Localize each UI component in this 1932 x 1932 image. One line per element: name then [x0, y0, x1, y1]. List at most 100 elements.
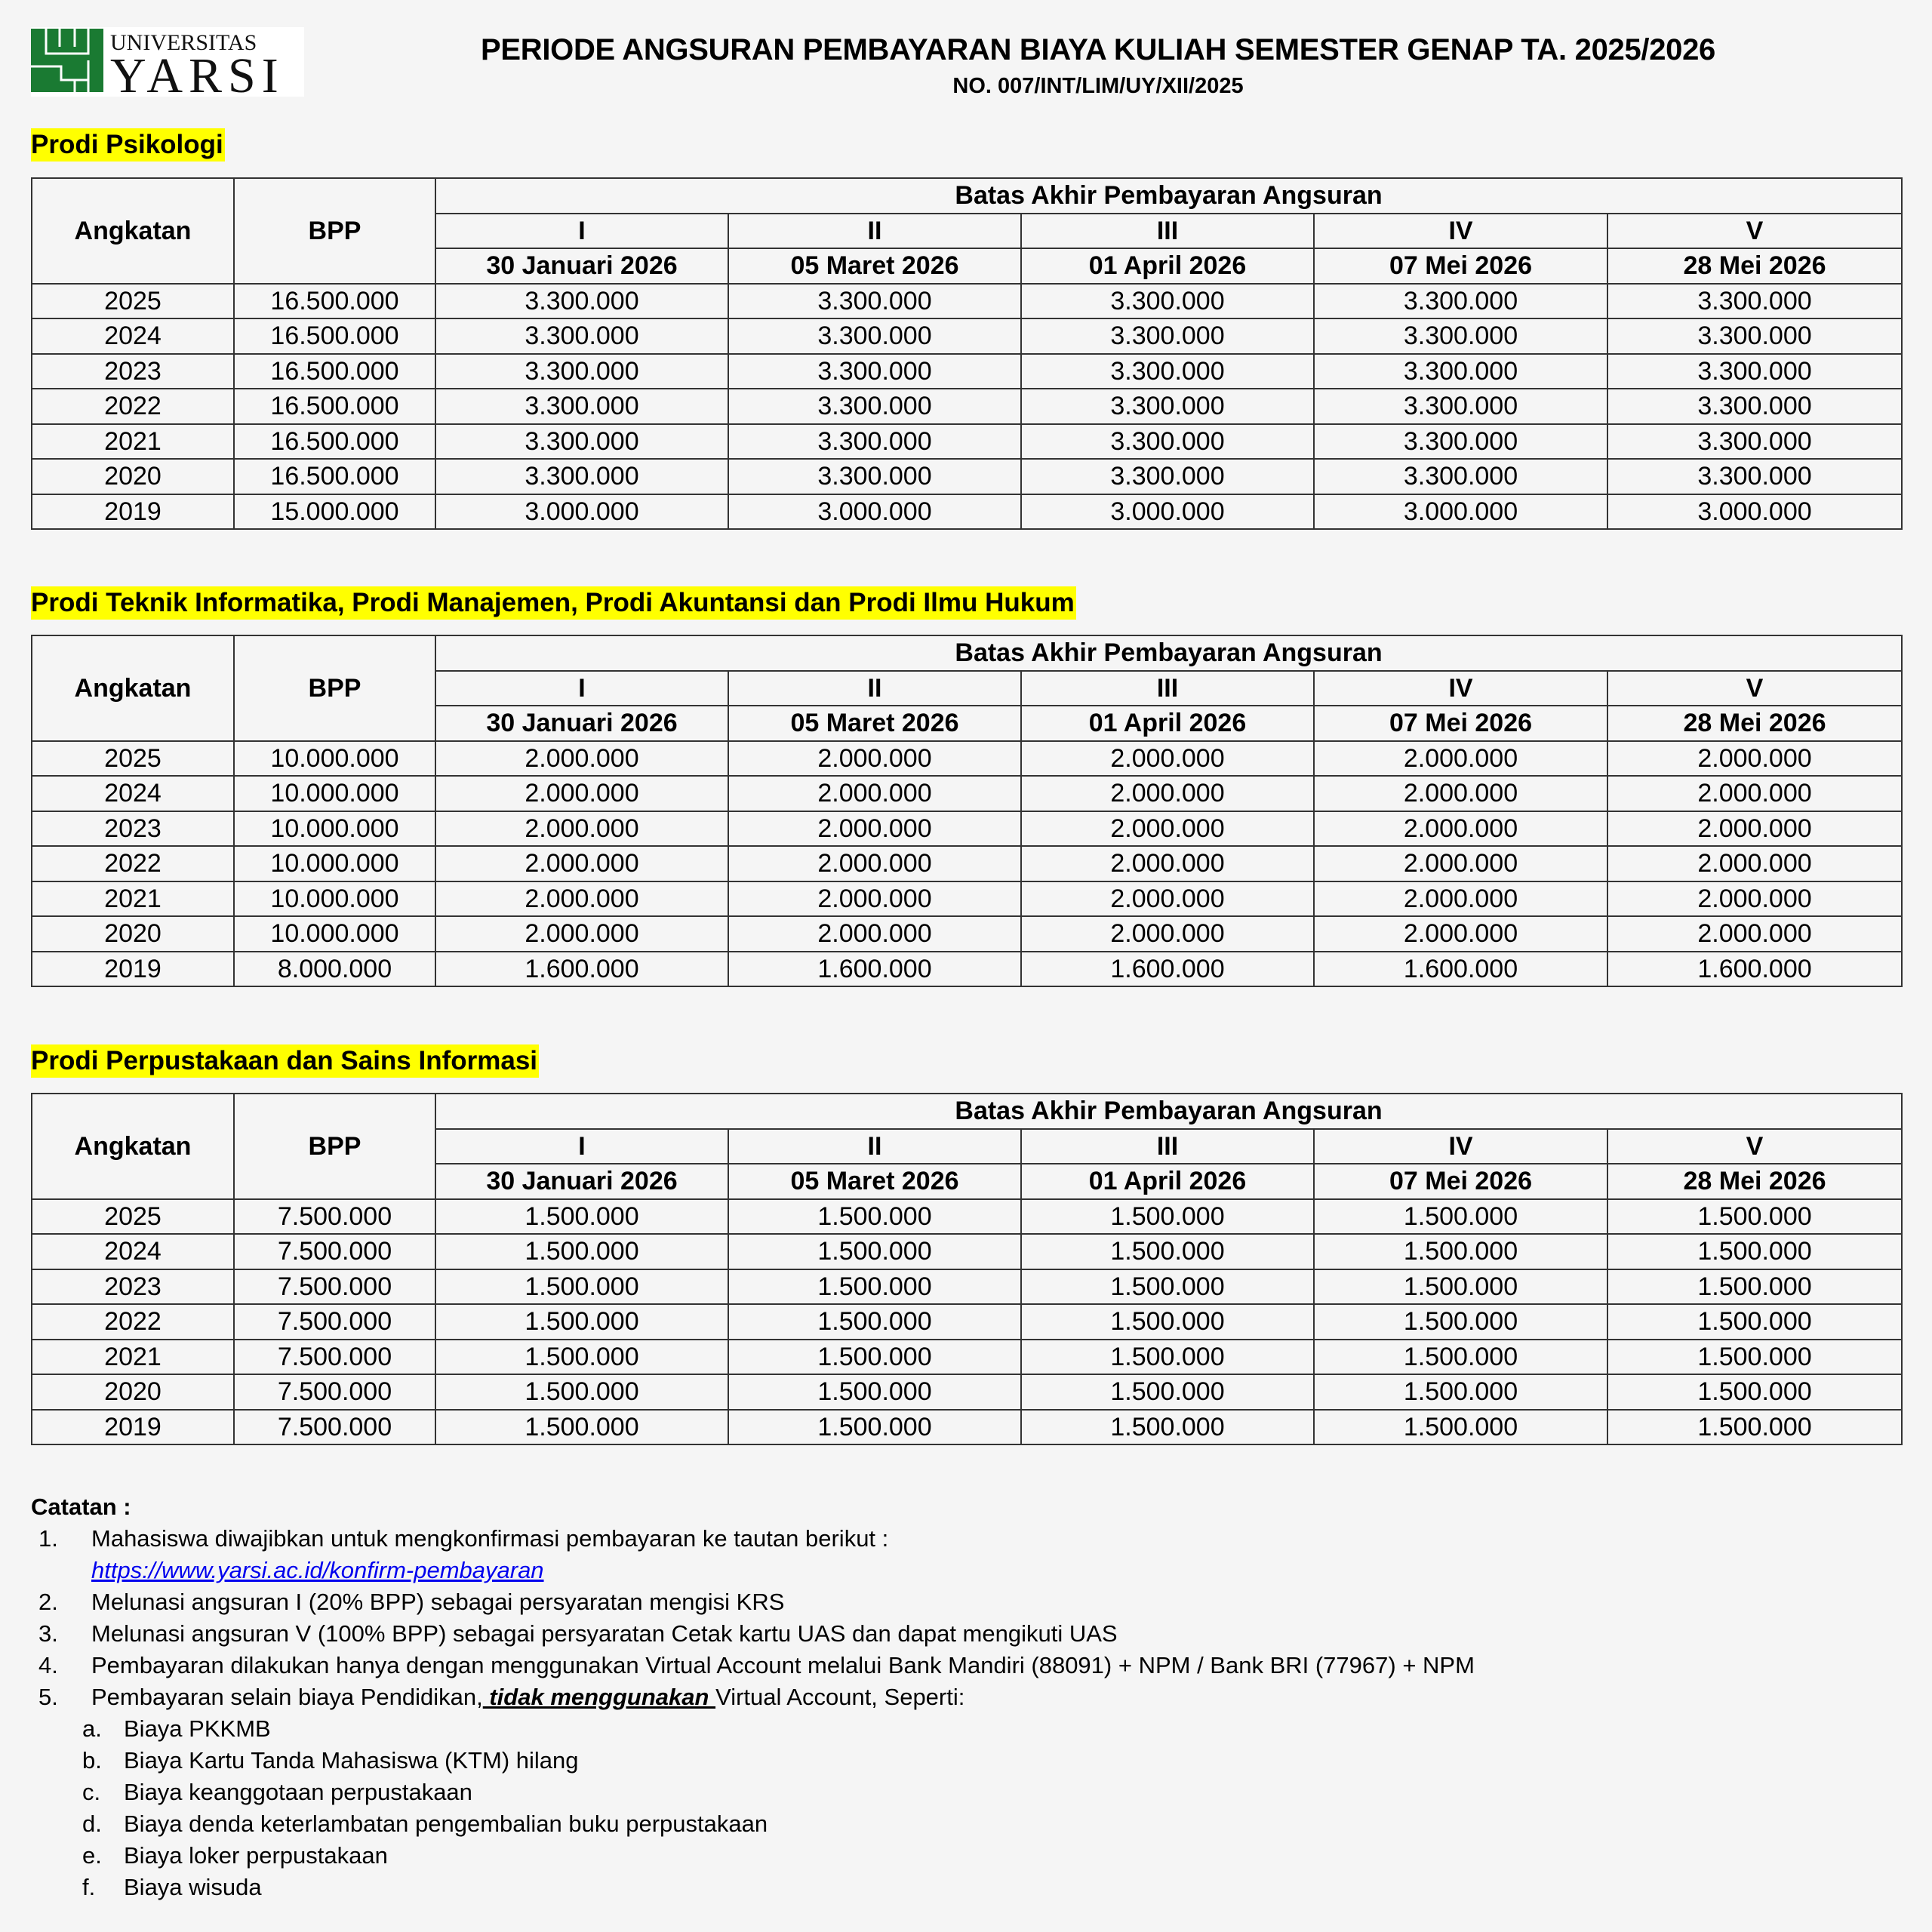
table-row: 2023 16.500.000 3.300.000 3.300.000 3.300.00… [31, 352, 1903, 389]
table-row: 2024 7.500.000 1.500.000 1.500.000 1.500.000… [31, 1233, 1903, 1270]
header-row: I II III IV V [32, 212, 1903, 249]
cell-installment: 1.500.000 [1606, 1268, 1903, 1305]
cell-installment: 3.300.000 [435, 352, 729, 389]
cell-installment: 3.300.000 [1020, 388, 1315, 425]
cell-bpp: 7.500.000 [233, 1268, 436, 1305]
table-row: 2020 7.500.000 1.500.000 1.500.000 1.500.000… [31, 1374, 1903, 1411]
cell-installment: 2.000.000 [1020, 775, 1315, 812]
cell-installment: 3.000.000 [1606, 493, 1903, 530]
cell-installment: 1.500.000 [1020, 1198, 1315, 1235]
cell-installment: 2.000.000 [435, 845, 729, 882]
cell-bpp: 10.000.000 [233, 810, 436, 847]
cell-installment: 1.500.000 [435, 1338, 729, 1375]
table-row: 2025 16.500.000 3.300.000 3.300.000 3.300.00… [31, 282, 1903, 319]
cell-angkatan: 2022 [31, 845, 235, 882]
header-installment: II [728, 212, 1022, 249]
header-due-date: 01 April 2026 [1020, 705, 1315, 742]
cell-angkatan: 2025 [31, 282, 235, 319]
cell-installment: 3.300.000 [435, 388, 729, 425]
cell-installment: 2.000.000 [1020, 740, 1315, 777]
cell-installment: 1.500.000 [1313, 1233, 1608, 1270]
cell-installment: 3.300.000 [728, 388, 1022, 425]
cell-bpp: 7.500.000 [233, 1233, 436, 1270]
header-due-date: 07 Mei 2026 [1313, 705, 1608, 742]
header-row: I II III IV V [32, 1128, 1903, 1164]
cell-installment: 3.300.000 [1020, 318, 1315, 355]
cell-installment: 1.500.000 [1606, 1303, 1903, 1340]
logo-text-top: UNIVERSITAS [110, 30, 257, 55]
cell-installment: 3.300.000 [1020, 282, 1315, 319]
cell-installment: 2.000.000 [1313, 740, 1608, 777]
cell-installment: 2.000.000 [728, 810, 1022, 847]
page-title: PERIODE ANGSURAN PEMBAYARAN BIAYA KULIAH… [480, 33, 1716, 66]
cell-installment: 2.000.000 [1313, 775, 1608, 812]
table-row: 2019 7.500.000 1.500.000 1.500.000 1.500.000… [31, 1408, 1903, 1445]
header-due-date: 01 April 2026 [1020, 248, 1315, 285]
header-batas-akhir: Batas Akhir Pembayaran Angsuran [434, 1093, 1903, 1130]
header-due-date: 07 Mei 2026 [1313, 248, 1608, 285]
cell-installment: 3.300.000 [1313, 318, 1608, 355]
header-due-date: 28 Mei 2026 [1606, 705, 1903, 742]
table-row: 2024 16.500.000 3.300.000 3.300.000 3.300.00… [31, 318, 1903, 355]
header-installment: II [728, 1128, 1022, 1164]
cell-installment: 1.500.000 [1313, 1303, 1608, 1340]
cell-angkatan: 2025 [31, 1198, 235, 1235]
note-subitem: b. Biaya Kartu Tanda Mahasiswa (KTM) hila… [82, 1747, 579, 1774]
header-due-date: 30 Januari 2026 [435, 1163, 729, 1200]
cell-bpp: 10.000.000 [233, 740, 436, 777]
header-due-date: 01 April 2026 [1020, 1163, 1315, 1200]
cell-installment: 3.300.000 [728, 352, 1022, 389]
header-installment: V [1606, 1128, 1903, 1164]
cell-installment: 1.500.000 [1606, 1198, 1903, 1235]
cell-bpp: 16.500.000 [233, 318, 436, 355]
cell-installment: 2.000.000 [435, 810, 729, 847]
header-installment: V [1606, 669, 1903, 706]
cell-installment: 3.300.000 [728, 458, 1022, 495]
header-row: I II III IV V [32, 669, 1903, 706]
table-row: 2021 7.500.000 1.500.000 1.500.000 1.500.000… [31, 1338, 1903, 1375]
header-batas-akhir: Batas Akhir Pembayaran Angsuran [434, 635, 1903, 672]
cell-installment: 1.500.000 [435, 1268, 729, 1305]
cell-angkatan: 2020 [31, 458, 235, 495]
cell-angkatan: 2021 [31, 1338, 235, 1375]
cell-installment: 1.500.000 [435, 1303, 729, 1340]
cell-installment: 2.000.000 [1020, 880, 1315, 917]
cell-installment: 3.300.000 [1020, 352, 1315, 389]
cell-installment: 1.600.000 [728, 950, 1022, 987]
cell-installment: 1.500.000 [728, 1338, 1022, 1375]
table-row: 2023 7.500.000 1.500.000 1.500.000 1.500.000… [31, 1268, 1903, 1305]
cell-installment: 2.000.000 [1606, 740, 1903, 777]
cell-angkatan: 2023 [31, 352, 235, 389]
cell-installment: 1.500.000 [1020, 1338, 1315, 1375]
confirm-payment-link[interactable]: https://www.yarsi.ac.id/konfirm-pembayar… [91, 1557, 544, 1583]
header-angkatan: Angkatan [31, 635, 235, 742]
cell-angkatan: 2024 [31, 318, 235, 355]
header-installment: IV [1313, 212, 1608, 249]
yarsi-logo-mark: UNIVERSITAS YARSI [31, 29, 278, 97]
cell-bpp: 15.000.000 [233, 493, 436, 530]
cell-angkatan: 2020 [31, 915, 235, 952]
table-row: 2022 10.000.000 2.000.000 2.000.000 2.000.00… [31, 845, 1903, 882]
header-installment: III [1020, 1128, 1315, 1164]
header-row: 30 Januari 2026 05 Maret 2026 01 April 202… [32, 1163, 1903, 1200]
header-installment: I [435, 212, 729, 249]
cell-angkatan: 2022 [31, 388, 235, 425]
cell-installment: 2.000.000 [728, 845, 1022, 882]
table-row: 2021 10.000.000 2.000.000 2.000.000 2.000.00… [31, 880, 1903, 917]
cell-installment: 2.000.000 [1020, 810, 1315, 847]
cell-installment: 3.300.000 [728, 318, 1022, 355]
cell-angkatan: 2022 [31, 1303, 235, 1340]
cell-bpp: 7.500.000 [233, 1374, 436, 1411]
cell-installment: 3.300.000 [1313, 458, 1608, 495]
cell-installment: 1.500.000 [1020, 1268, 1315, 1305]
cell-installment: 3.300.000 [1313, 423, 1608, 460]
header-row: Angkatan BPP Batas Akhir Pembayaran Angsur… [31, 177, 1903, 285]
header-installment: II [728, 669, 1022, 706]
header-row: Angkatan BPP Batas Akhir Pembayaran Angsur… [31, 1093, 1903, 1200]
cell-installment: 1.500.000 [728, 1233, 1022, 1270]
cell-installment: 3.000.000 [728, 493, 1022, 530]
cell-installment: 3.000.000 [1020, 493, 1315, 530]
fee-table: Angkatan BPP Batas Akhir Pembayaran Angsur… [31, 177, 1903, 530]
cell-angkatan: 2019 [31, 493, 235, 530]
cell-installment: 2.000.000 [728, 880, 1022, 917]
